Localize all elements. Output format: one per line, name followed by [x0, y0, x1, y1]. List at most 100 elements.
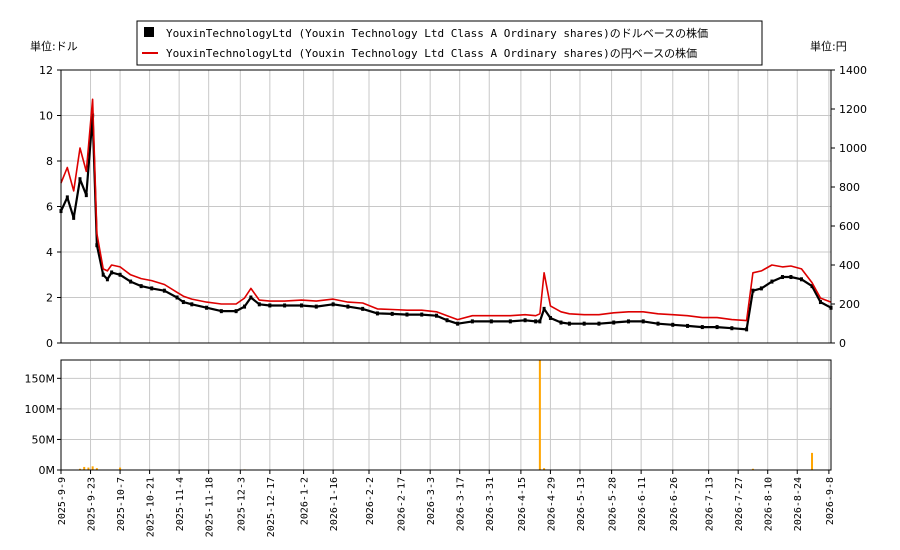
usd-candle	[597, 321, 601, 326]
x-tick-label: 2025-10-7	[116, 477, 127, 531]
x-tick-label: 2026-3-3	[426, 477, 437, 525]
usd-candle	[118, 272, 122, 277]
x-tick-label: 2025-9-9	[57, 477, 68, 525]
usd-candle	[346, 304, 350, 309]
x-tick-label: 2026-1-2	[300, 477, 311, 525]
usd-candle	[745, 327, 749, 332]
grid-lines	[60, 69, 831, 471]
y-right-tick-label: 600	[839, 220, 860, 233]
x-tick-label: 2026-5-13	[576, 477, 587, 531]
usd-candle	[101, 272, 105, 277]
x-tick-label: 2026-5-28	[608, 477, 619, 531]
usd-candle	[470, 319, 474, 324]
usd-candle	[268, 303, 272, 308]
usd-candle	[314, 304, 318, 309]
x-tick-label: 2026-7-13	[705, 477, 716, 531]
usd-candle	[582, 321, 586, 326]
y-right-tick-label: 1200	[839, 103, 867, 116]
usd-candle	[219, 309, 223, 314]
y-left-tick-label: 10	[39, 110, 53, 123]
x-tick-label: 2026-4-29	[546, 477, 557, 531]
x-tick-label: 2026-3-17	[456, 477, 467, 531]
series-layer	[59, 98, 833, 332]
x-tick-label: 2025-10-21	[146, 477, 157, 537]
usd-candle	[110, 270, 114, 275]
volume-bar	[119, 467, 122, 470]
usd-candle	[715, 325, 719, 330]
usd-candle	[759, 286, 763, 291]
volume-plot-frame	[60, 359, 832, 471]
usd-candle	[612, 320, 616, 325]
volume-bar	[95, 468, 98, 470]
usd-candle	[559, 320, 563, 325]
y-right-tick-label: 200	[839, 298, 860, 311]
y-left-tick-label: 12	[39, 64, 53, 77]
usd-candle	[72, 215, 76, 220]
usd-candle	[818, 300, 822, 305]
usd-candle	[162, 288, 166, 293]
usd-candle	[190, 302, 194, 307]
volume-bar	[751, 468, 754, 470]
x-tick-label: 2025-12-17	[266, 477, 277, 537]
usd-candle	[65, 195, 69, 200]
usd-candle	[331, 302, 335, 307]
x-tick-label: 2026-7-27	[734, 477, 745, 531]
legend-label-usd: YouxinTechnologyLtd (Youxin Technology L…	[166, 26, 708, 40]
usd-candle	[751, 288, 755, 293]
volume-bar	[78, 468, 81, 470]
usd-candle	[243, 304, 247, 309]
y-left-tick-label: 4	[46, 246, 53, 259]
legend: YouxinTechnologyLtd (Youxin Technology L…	[136, 20, 763, 66]
x-tick-label: 2026-1-16	[329, 477, 340, 531]
usd-candle	[139, 284, 143, 289]
usd-candle	[205, 305, 209, 310]
y-right-tick-label: 400	[839, 259, 860, 272]
x-tick-label: 2025-9-23	[87, 477, 98, 531]
x-tick-label: 2026-9-8	[825, 477, 836, 525]
usd-candle	[84, 193, 88, 198]
volume-bar	[538, 360, 541, 470]
usd-candle	[799, 277, 803, 282]
x-tick-label: 2026-6-11	[637, 477, 648, 531]
usd-candle	[534, 319, 538, 324]
usd-candle	[405, 312, 409, 317]
y-left-tick-label: 2	[46, 292, 53, 305]
x-tick-label: 2025-11-18	[205, 477, 216, 537]
volume-bar	[87, 467, 90, 470]
x-tick-label: 2025-12-3	[236, 477, 247, 531]
x-tick-label: 2026-3-31	[485, 477, 496, 531]
volume-tick-label: 0M	[39, 464, 56, 477]
usd-candle	[641, 319, 645, 324]
usd-candle	[456, 321, 460, 326]
y-right-tick-label: 0	[839, 337, 846, 350]
volume-bar	[811, 452, 814, 470]
usd-candle	[78, 177, 82, 182]
volume-layer	[78, 360, 814, 470]
y-left-tick-label: 0	[46, 337, 53, 350]
usd-candle	[700, 325, 704, 330]
usd-candle	[150, 286, 154, 291]
usd-candle	[249, 295, 253, 300]
x-tick-label: 2026-2-2	[365, 477, 376, 525]
y-left-unit-label: 単位:ドル	[30, 39, 78, 53]
volume-tick-label: 100M	[25, 403, 56, 416]
usd-candle	[95, 243, 99, 248]
usd-candle	[686, 323, 690, 328]
usd-candle	[435, 313, 439, 318]
usd-candle	[257, 302, 261, 307]
x-tick-label: 2026-6-26	[669, 477, 680, 531]
jpy-price-line	[60, 98, 832, 322]
volume-bar	[83, 466, 86, 470]
y-right-tick-label: 1000	[839, 142, 867, 155]
usd-candle	[538, 319, 542, 324]
usd-candle	[548, 315, 552, 320]
usd-candle	[770, 279, 774, 284]
usd-candle	[375, 311, 379, 316]
usd-candle	[780, 275, 784, 280]
usd-candle	[810, 284, 814, 289]
usd-candle	[656, 321, 660, 326]
usd-candle	[542, 306, 546, 311]
usd-candle	[390, 311, 394, 316]
